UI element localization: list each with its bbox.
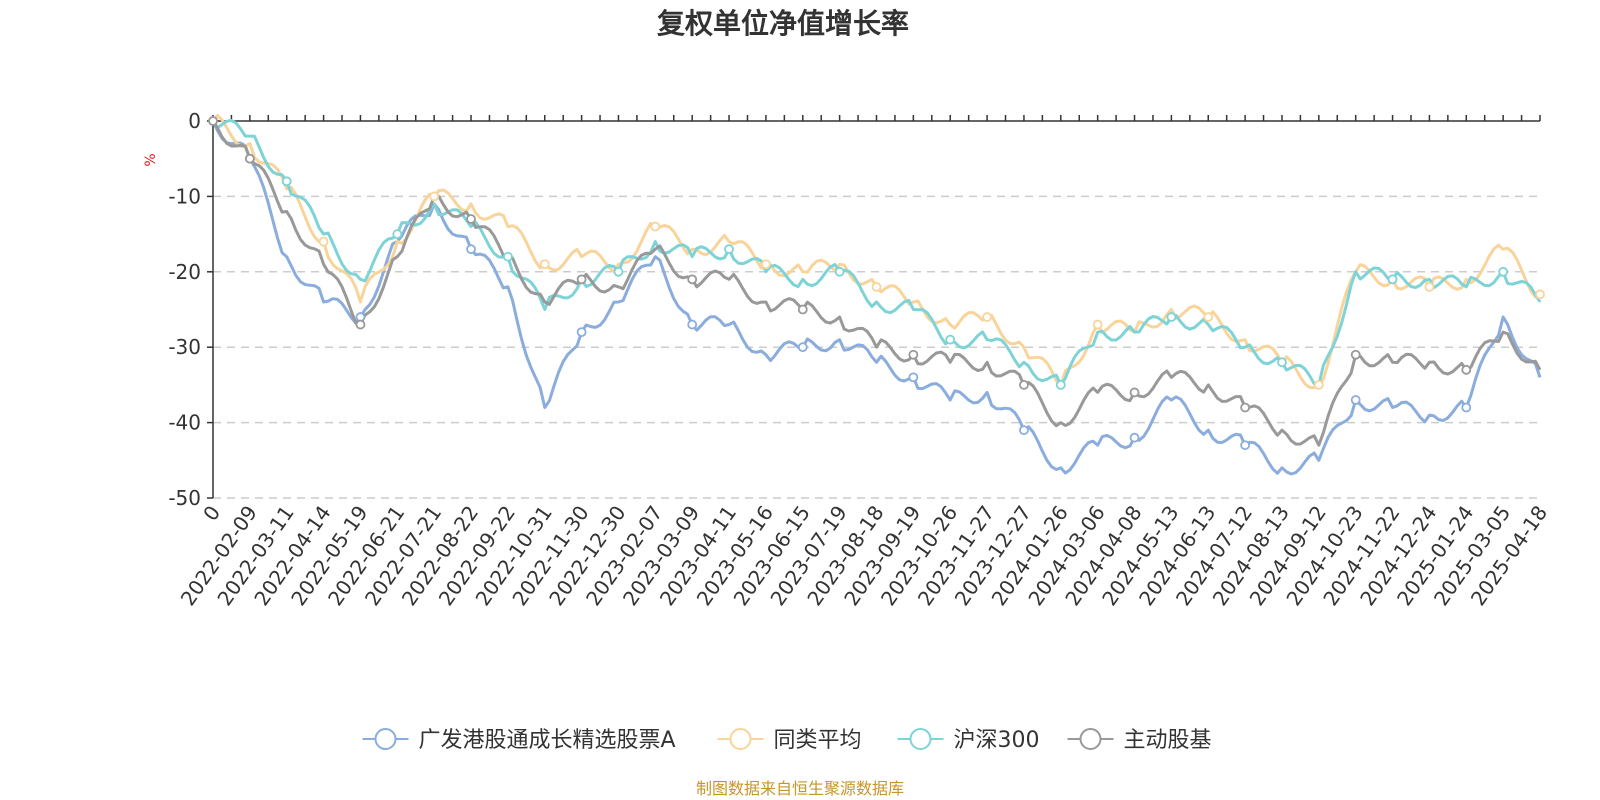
legend-label: 沪深300 <box>954 728 1040 753</box>
series-point <box>687 274 698 285</box>
series-point <box>1277 357 1287 368</box>
series-point <box>1461 402 1472 413</box>
series-point <box>1424 281 1435 292</box>
series-point <box>1019 425 1029 436</box>
series-point <box>318 236 329 247</box>
series-point <box>1203 312 1214 322</box>
legend-marker <box>729 728 752 750</box>
legend-item[interactable]: 广发港股通成长精选股票A <box>362 728 676 753</box>
series-point <box>613 266 624 277</box>
x-tick-labels: 02022-02-092022-03-112022-04-142022-05-1… <box>176 501 1552 610</box>
series-point <box>1092 319 1103 330</box>
y-axis-unit: % <box>143 153 159 166</box>
legend-marker <box>374 728 397 750</box>
series-point <box>1055 379 1066 390</box>
series-point <box>1019 379 1029 390</box>
series-point <box>982 312 992 322</box>
series-point <box>429 191 440 202</box>
series-point <box>761 259 771 270</box>
series-point <box>1240 402 1251 413</box>
series-point <box>945 334 956 345</box>
series-point <box>392 229 403 240</box>
series-point <box>797 304 808 315</box>
series-point <box>576 274 587 285</box>
legend-label: 主动股基 <box>1124 728 1212 753</box>
series-point <box>724 244 734 255</box>
legend-label: 同类平均 <box>774 728 862 753</box>
legend-marker <box>909 728 932 750</box>
series-point <box>650 221 661 232</box>
chart-title: 复权单位净值增长率 <box>657 7 909 40</box>
legend-item[interactable]: 沪深300 <box>897 728 1040 753</box>
y-tick-label: -30 <box>168 335 201 359</box>
axes <box>207 115 1541 499</box>
series-point <box>687 319 698 330</box>
series-point <box>539 259 550 270</box>
series-point <box>466 244 476 255</box>
series-point <box>1387 274 1398 285</box>
series-point <box>1350 349 1361 360</box>
series-point <box>208 116 218 126</box>
source-note: 制图数据来自恒生聚源数据库 <box>696 779 904 798</box>
series-point <box>1129 387 1140 398</box>
series-line <box>211 120 1542 476</box>
legend[interactable]: 广发港股通成长精选股票A 同类平均 沪深300 主动股基 <box>362 728 1212 753</box>
series-point <box>1461 364 1472 375</box>
series-point <box>908 349 919 360</box>
series-point <box>1498 266 1509 277</box>
legend-item[interactable]: 主动股基 <box>1067 728 1212 753</box>
y-tick-label: -40 <box>168 411 201 435</box>
series-point <box>355 319 366 330</box>
y-tick-label: -10 <box>168 184 201 208</box>
series-point <box>908 372 919 383</box>
series-point <box>1535 289 1545 300</box>
series-lines <box>211 114 1542 476</box>
y-tick-label: 0 <box>188 109 201 133</box>
series-point <box>1166 312 1177 322</box>
series-point <box>1129 432 1140 443</box>
x-tick-label: 0 <box>198 501 225 525</box>
y-tick-label: -50 <box>168 486 201 510</box>
series-point <box>502 251 513 262</box>
series-markers <box>208 116 1545 451</box>
series-point <box>871 281 882 292</box>
series-point <box>834 266 845 277</box>
series-point <box>244 153 255 164</box>
legend-item[interactable]: 同类平均 <box>717 728 862 753</box>
legend-label: 广发港股通成长精选股票A <box>419 728 676 753</box>
y-tick-label: -20 <box>168 260 201 284</box>
series-point <box>281 176 292 187</box>
y-tick-labels: 0 -10 -20 -30 -40 -50 <box>168 109 201 510</box>
series-point <box>1240 440 1251 451</box>
series-point <box>1350 395 1361 405</box>
series-point <box>576 327 587 338</box>
series-point <box>797 342 808 353</box>
series-point <box>466 214 476 224</box>
series-point <box>1313 379 1324 390</box>
legend-marker <box>1079 728 1102 750</box>
